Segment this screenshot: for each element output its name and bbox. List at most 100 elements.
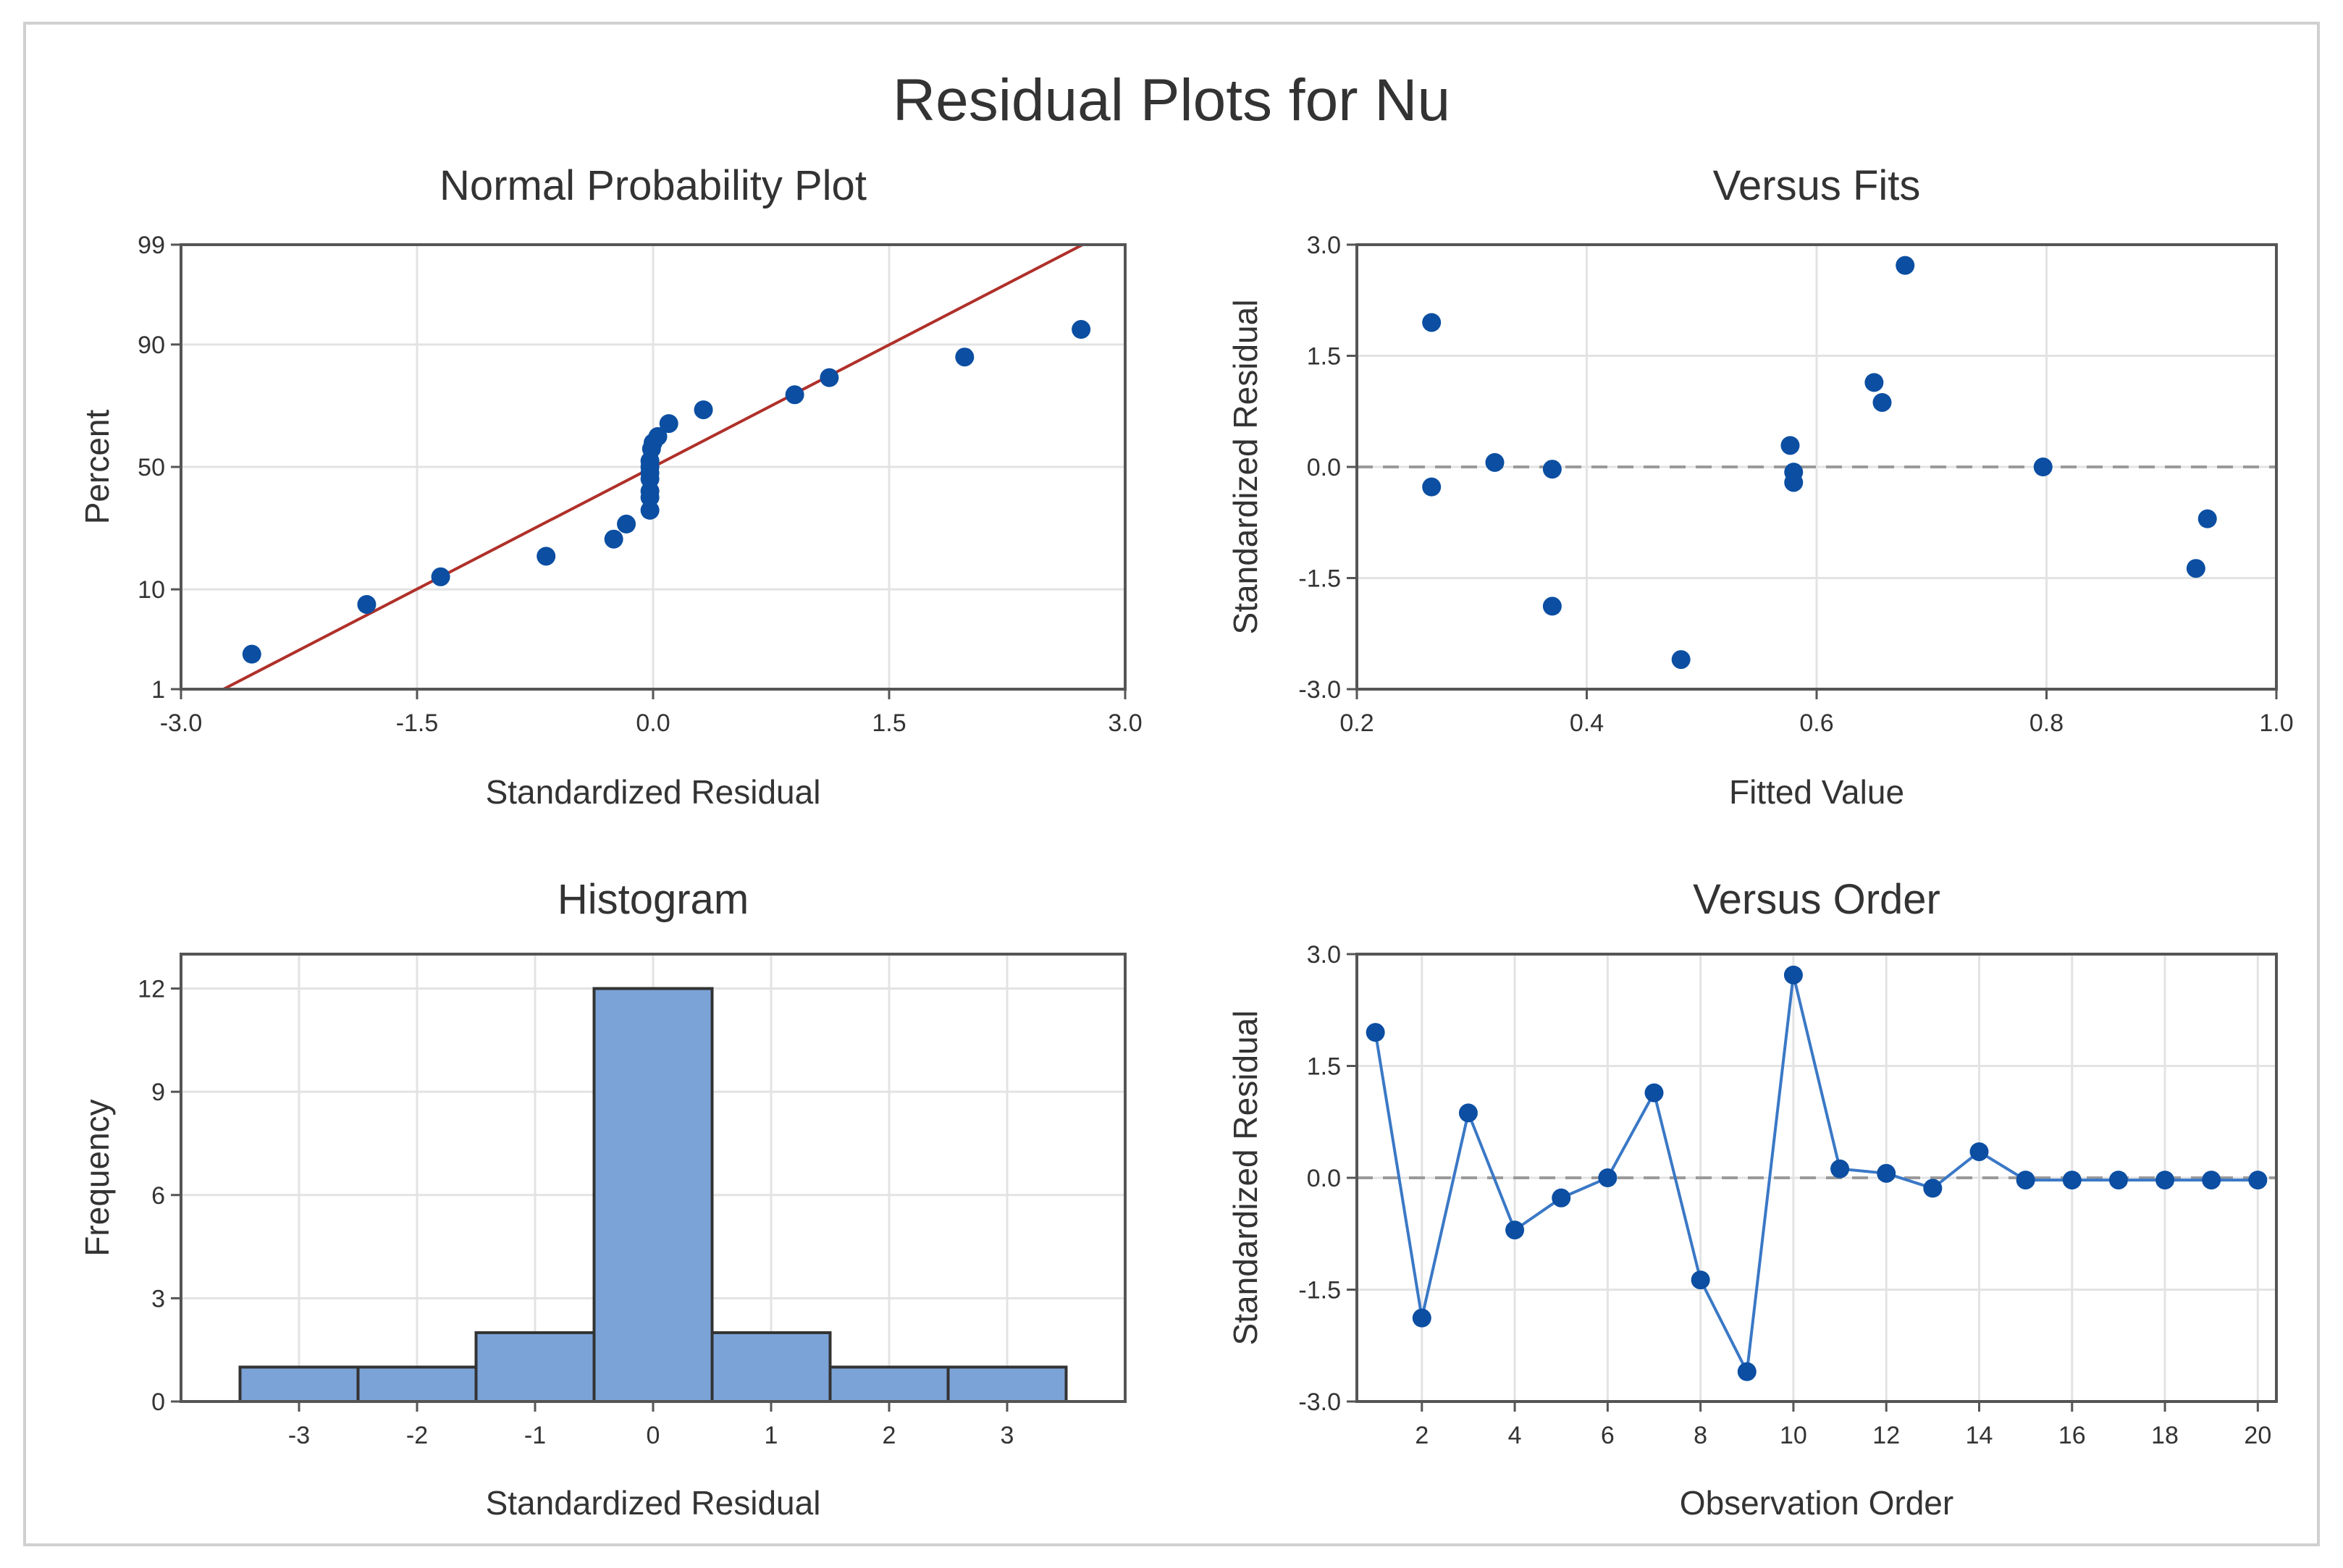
order-y-tick-label: -1.5 [1298, 1277, 1341, 1304]
normal-point-2 [357, 594, 377, 614]
fits-y-tick-label: 0.0 [1307, 454, 1341, 481]
normal-y-axis-label: Percent [78, 410, 116, 525]
fits-x-axis-label: Fitted Value [1729, 773, 1904, 811]
histogram-bar--2 [356, 1365, 478, 1404]
order-point-17 [2108, 1171, 2128, 1190]
fits-point-5 [1542, 597, 1562, 616]
fits-y-tick-label: -1.5 [1298, 565, 1341, 593]
main-title: Residual Plots for Nu [893, 67, 1450, 133]
order-panel-title: Versus Order [1693, 876, 1940, 923]
normal-point-3 [431, 567, 450, 586]
order-series-line [1374, 974, 2258, 1377]
order-y-tick-label: 1.5 [1307, 1053, 1341, 1081]
order-y-axis-label: Standardized Residual [1227, 1011, 1264, 1346]
normal-point-20 [820, 368, 839, 387]
fits-y-axis-label: Standardized Residual [1227, 300, 1264, 635]
fits-y-tick-label: 1.5 [1307, 343, 1341, 371]
normal-point-1 [242, 644, 261, 664]
histogram-x-tick-label: 1 [765, 1422, 778, 1449]
fits-x-tick-label: 0.4 [1570, 709, 1604, 737]
fits-point-14 [2186, 559, 2205, 578]
normal-point-7 [640, 500, 660, 520]
histogram-x-axis-label: Standardized Residual [486, 1484, 821, 1522]
normal-point-18 [694, 400, 713, 420]
histogram-x-tick-label: 2 [883, 1422, 896, 1449]
histogram-bar-2 [828, 1365, 950, 1404]
normal-point-19 [785, 385, 804, 405]
order-point-20 [2248, 1171, 2268, 1190]
figure-border [23, 22, 2320, 1546]
fits-point-3 [1485, 452, 1505, 472]
fits-point-7 [1780, 436, 1800, 455]
fits-point-12 [1896, 256, 1915, 275]
order-point-1 [1366, 1023, 1385, 1042]
order-point-8 [1691, 1270, 1710, 1290]
normal-y-tick-label: 50 [138, 454, 165, 481]
histogram-y-tick-label: 6 [151, 1182, 165, 1210]
normal-x-tick-label: -1.5 [396, 709, 439, 737]
fits-panel: 0.2 0.4 0.6 0.8 1.0 -3.0 -1.5 0.0 1.5 3.0 Versus F… [1227, 162, 2294, 811]
order-point-3 [1458, 1103, 1478, 1123]
fits-x-tick-label: 0.2 [1339, 709, 1374, 737]
order-y-tick-label: -3.0 [1298, 1388, 1341, 1416]
histogram-bar--1 [474, 1331, 596, 1404]
order-point-2 [1412, 1308, 1431, 1328]
fits-y-tick-label: 3.0 [1307, 232, 1341, 259]
histogram-panel-title: Histogram [558, 876, 749, 923]
normal-point-5 [604, 529, 623, 549]
normal-y-tick-label: 90 [138, 332, 165, 359]
fits-point-9 [1784, 473, 1804, 492]
histogram-y-tick-label: 0 [151, 1388, 165, 1416]
histogram-bar-3 [946, 1365, 1068, 1404]
fits-point-2 [1422, 477, 1442, 497]
normal-point-6 [617, 514, 636, 534]
normal-x-tick-label: -3.0 [160, 709, 203, 737]
normal-y-tick-label: 1 [151, 676, 165, 704]
fits-point-6 [1671, 650, 1691, 670]
normal-x-tick-label: 3.0 [1108, 709, 1142, 737]
order-point-19 [2202, 1171, 2221, 1190]
histogram-bar-1 [710, 1331, 832, 1404]
normal-x-tick-label: 1.5 [872, 709, 906, 737]
order-point-4 [1505, 1221, 1525, 1240]
order-x-tick-label: 12 [1872, 1422, 1900, 1449]
normal-x-tick-label: 0.0 [636, 709, 670, 737]
order-x-tick-label: 8 [1694, 1422, 1707, 1449]
order-x-tick-label: 10 [1780, 1422, 1807, 1449]
histogram-x-tick-label: -3 [288, 1422, 310, 1449]
histogram-x-tick-label: 0 [647, 1422, 660, 1449]
fits-point-15 [2197, 509, 2217, 528]
order-point-9 [1737, 1362, 1757, 1381]
histogram-y-axis-label: Frequency [78, 1099, 116, 1256]
order-x-tick-label: 20 [2244, 1422, 2271, 1449]
histogram-y-tick-label: 3 [151, 1285, 165, 1312]
order-x-tick-label: 16 [2058, 1422, 2086, 1449]
order-point-10 [1783, 965, 1803, 985]
normal-point-4 [537, 547, 556, 566]
normal-panel-title: Normal Probability Plot [439, 162, 867, 209]
histogram-x-tick-label: -1 [524, 1422, 546, 1449]
order-point-18 [2155, 1171, 2175, 1190]
histogram-y-tick-label: 9 [151, 1079, 165, 1106]
order-x-tick-label: 18 [2151, 1422, 2179, 1449]
order-point-13 [1923, 1179, 1943, 1198]
normal-point-21 [955, 347, 975, 367]
histogram-bar-0 [592, 987, 714, 1403]
histogram-bar--3 [238, 1365, 360, 1404]
order-y-tick-label: 3.0 [1307, 941, 1341, 969]
order-point-12 [1877, 1163, 1896, 1183]
fits-point-13 [2033, 458, 2053, 476]
normal-x-axis-label: Standardized Residual [486, 773, 821, 811]
fits-x-tick-label: 1.0 [2259, 709, 2293, 737]
fits-panel-title: Versus Fits [1713, 162, 1921, 209]
order-y-tick-label: 0.0 [1307, 1165, 1341, 1192]
order-panel: 2 4 6 8 10 12 14 16 18 20 -3.0 -1.5 0.0 1.5 3.0 Versus … [1227, 876, 2278, 1522]
fits-x-tick-label: 0.8 [2029, 709, 2064, 737]
fits-point-11 [1872, 392, 1892, 412]
histogram-y-tick-label: 12 [138, 976, 165, 1003]
fits-y-tick-label: -3.0 [1298, 676, 1341, 704]
order-x-tick-label: 2 [1415, 1422, 1429, 1449]
normal-y-tick-label: 99 [138, 232, 165, 259]
